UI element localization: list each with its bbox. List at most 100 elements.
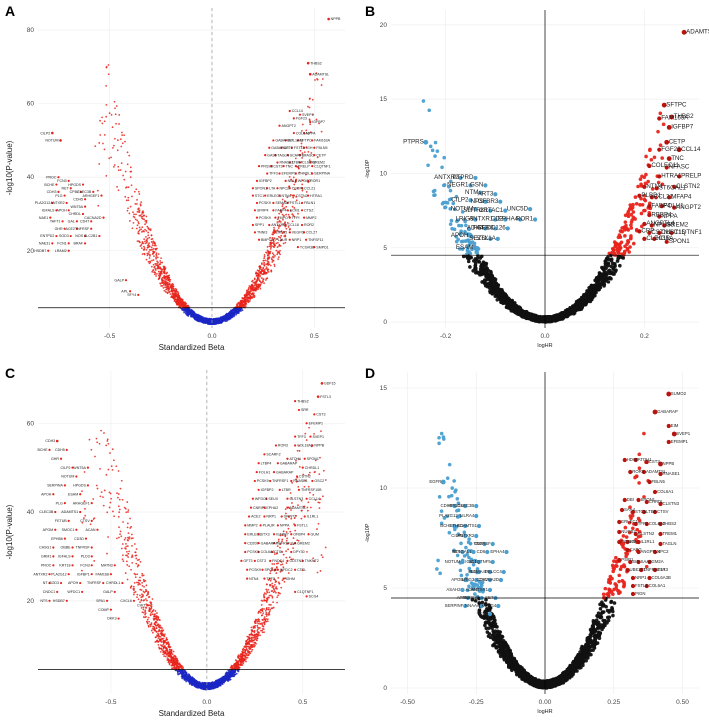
panel-a-letter: A (5, 3, 16, 19)
data-point (203, 317, 206, 320)
data-point (623, 226, 628, 230)
data-point (284, 234, 287, 237)
data-point (493, 284, 497, 289)
gene-label: SFY4 (127, 293, 136, 297)
labeled-point (305, 238, 308, 241)
data-point (239, 302, 242, 305)
data-point (433, 140, 438, 145)
gene-label: FABP4 (275, 208, 286, 212)
labeled-point (664, 165, 669, 170)
data-point (513, 301, 517, 305)
gene-label: ROR2 (304, 223, 314, 227)
data-point (629, 226, 634, 230)
gene-label: THBS2 (310, 61, 322, 65)
data-point (144, 223, 146, 226)
labeled-point (296, 245, 300, 249)
gene-label: SLITRK1 (463, 207, 489, 214)
labeled-point (286, 201, 289, 205)
labeled-point (677, 174, 682, 179)
data-point (166, 281, 169, 284)
data-point (136, 240, 139, 243)
data-point (260, 281, 262, 284)
data-point (172, 289, 175, 292)
gene-label: ESAM (456, 244, 474, 251)
gene-label: SCARF2 (290, 153, 304, 157)
data-point (181, 299, 184, 301)
data-point (454, 194, 459, 199)
data-point (110, 465, 113, 468)
gene-label: SPON1 (255, 186, 267, 190)
data-point (294, 188, 296, 191)
data-point (301, 152, 304, 155)
data-point (274, 254, 276, 257)
data-point (143, 230, 145, 233)
data-point (487, 277, 492, 282)
data-point (124, 195, 127, 198)
labeled-point (642, 236, 647, 241)
data-point (277, 538, 280, 541)
data-point (639, 196, 643, 201)
data-point (128, 212, 131, 215)
data-point (285, 227, 288, 230)
data-point (172, 287, 175, 290)
labeled-point (69, 234, 72, 238)
labeled-point (302, 146, 306, 149)
data-point (208, 320, 211, 322)
data-point (137, 221, 140, 223)
labeled-point (286, 209, 289, 212)
labeled-point (527, 207, 533, 212)
data-point (265, 251, 267, 254)
data-point (284, 200, 286, 203)
data-point (153, 255, 155, 258)
gene-label: PLG (55, 194, 62, 198)
data-point (250, 292, 253, 295)
gene-label: PLAUR (275, 238, 287, 242)
data-point (618, 242, 622, 246)
labeled-point (276, 187, 279, 190)
labeled-point (309, 161, 312, 164)
data-point (165, 281, 168, 283)
data-point (137, 230, 140, 233)
data-point (303, 485, 306, 488)
data-point (108, 157, 111, 160)
data-point (308, 106, 311, 109)
gene-label: HTRA1 (310, 194, 322, 198)
data-point (112, 144, 115, 147)
data-point (168, 282, 171, 285)
data-point (265, 267, 268, 270)
gene-label: TCGR3B (300, 245, 315, 249)
data-point (145, 236, 147, 238)
gene-label: FAM163A (661, 115, 689, 122)
data-point (460, 247, 465, 251)
labeled-point (67, 209, 70, 212)
data-point (176, 291, 178, 293)
key-point (664, 139, 670, 145)
labeled-point (642, 221, 647, 227)
data-point (180, 303, 183, 306)
y-tick-label: 5 (383, 245, 387, 252)
labeled-point (270, 165, 273, 168)
data-point (103, 120, 106, 123)
data-point (266, 263, 269, 266)
labeled-point (654, 186, 659, 191)
gene-label: CCL27 (306, 231, 317, 235)
data-point (291, 180, 294, 183)
gene-label: ANTXR2 (271, 223, 285, 227)
labeled-point (55, 209, 58, 212)
data-point (108, 506, 111, 509)
data-point (186, 312, 188, 315)
gene-label: SOD3 (59, 234, 69, 238)
data-point (108, 112, 111, 115)
data-point (301, 179, 304, 182)
data-point (148, 228, 151, 231)
gene-label: VEGFD (292, 231, 305, 235)
data-point (572, 305, 577, 309)
data-point (189, 312, 192, 315)
gene-label: GAS6 (267, 153, 277, 157)
data-point (154, 244, 157, 247)
data-point (433, 154, 437, 158)
gene-label: TAGLN (277, 153, 289, 157)
data-point (316, 156, 319, 159)
data-point (216, 317, 219, 320)
data-point (502, 292, 507, 297)
